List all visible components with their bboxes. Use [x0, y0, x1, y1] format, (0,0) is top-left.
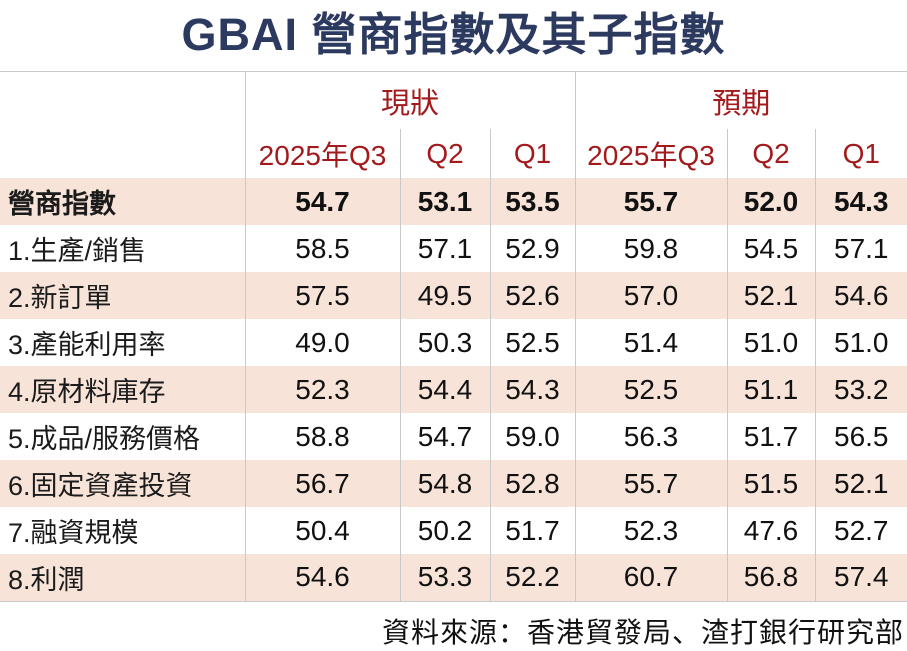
- value-cell: 56.5: [834, 420, 889, 452]
- value-cell: 47.6: [727, 507, 816, 554]
- subheader-row: 2025年Q3 Q2 Q1 2025年Q3 Q2 Q1: [0, 129, 907, 178]
- table-row: 4.原材料庫存 52.3 54.4 54.3 52.5 51.1 53.2: [0, 366, 907, 413]
- value-cell: 57.4: [815, 554, 907, 602]
- value-cell: 51.7: [727, 413, 816, 460]
- value-cell: 53.1: [400, 178, 491, 225]
- value-cell: 55.7: [575, 178, 728, 225]
- value-cell: 49.0: [245, 319, 401, 366]
- row-label: 8.利潤: [0, 554, 246, 602]
- value-cell: 51.0: [834, 326, 889, 358]
- value-cell: 54.4: [400, 366, 491, 413]
- value-cell: 50.2: [400, 507, 491, 554]
- value-cell: 52.9: [490, 225, 576, 272]
- value-cell: 52.3: [575, 507, 728, 554]
- value-cell: 60.7: [575, 554, 728, 602]
- value-cell: 54.7: [400, 413, 491, 460]
- value-cell: 52.0: [727, 178, 816, 225]
- value-cell: 56.7: [245, 460, 401, 507]
- value-cell: 51.0: [727, 319, 816, 366]
- value-cell: 52.2: [490, 554, 576, 602]
- group-header-expected: 預期: [712, 87, 771, 120]
- gbai-index-table: 現狀 預期 2025年Q3 Q2 Q1 2025年Q3 Q2 Q1 營商指數 5…: [0, 71, 907, 602]
- value-cell: 49.5: [400, 272, 491, 319]
- row-label: 7.融資規模: [0, 507, 246, 554]
- value-cell: 54.6: [245, 554, 401, 602]
- subheader-current-q1: Q1: [490, 129, 576, 178]
- table-row: 5.成品/服務價格 58.8 54.7 59.0 56.3 51.7 56.5: [0, 413, 907, 460]
- subheader-current-q2: Q2: [400, 129, 491, 178]
- value-cell: 52.1: [815, 460, 907, 507]
- row-label: 3.產能利用率: [0, 319, 246, 366]
- value-cell: 54.6: [815, 272, 907, 319]
- table-row: 8.利潤 54.6 53.3 52.2 60.7 56.8 57.4: [0, 554, 907, 602]
- value-cell: 53.5: [490, 178, 576, 225]
- table-row: 營商指數 54.7 53.1 53.5 55.7 52.0 54.3: [0, 178, 907, 225]
- table-row: 2.新訂單 57.5 49.5 52.6 57.0 52.1 54.6: [0, 272, 907, 319]
- value-cell: 51.1: [727, 366, 816, 413]
- value-cell: 54.8: [400, 460, 491, 507]
- group-header-current: 現狀: [245, 71, 576, 129]
- subheader-expected-q1: Q1: [842, 137, 880, 169]
- value-cell: 56.8: [727, 554, 816, 602]
- subheader-expected-q2: Q2: [727, 129, 816, 178]
- value-cell: 52.5: [575, 366, 728, 413]
- value-cell: 52.7: [834, 514, 889, 546]
- corner-blank-cell: [0, 71, 246, 129]
- value-cell: 57.0: [575, 272, 728, 319]
- row-label: 1.生產/銷售: [0, 225, 246, 272]
- table-row: 1.生產/銷售 58.5 57.1 52.9 59.8 54.5 57.1: [0, 225, 907, 272]
- value-cell: 55.7: [575, 460, 728, 507]
- value-cell: 57.1: [834, 232, 889, 264]
- table-row: 3.產能利用率 49.0 50.3 52.5 51.4 51.0 51.0: [0, 319, 907, 366]
- page-title: GBAI 營商指數及其子指數: [181, 9, 726, 60]
- value-cell: 53.2: [815, 366, 907, 413]
- value-cell: 53.3: [400, 554, 491, 602]
- value-cell: 51.5: [727, 460, 816, 507]
- value-cell: 50.4: [245, 507, 401, 554]
- source-note: 資料來源：香港貿發局、渣打銀行研究部: [381, 617, 904, 649]
- value-cell: 56.3: [575, 413, 728, 460]
- row-label: 5.成品/服務價格: [0, 413, 246, 460]
- value-cell: 54.7: [245, 178, 401, 225]
- value-cell: 51.4: [575, 319, 728, 366]
- table-row: 7.融資規模 50.4 50.2 51.7 52.3 47.6 52.7: [0, 507, 907, 554]
- value-cell: 54.3: [815, 178, 907, 225]
- value-cell: 54.3: [490, 366, 576, 413]
- corner-blank-cell: [0, 129, 246, 178]
- value-cell: 51.7: [490, 507, 576, 554]
- subheader-expected-q3: 2025年Q3: [575, 129, 728, 178]
- row-label: 4.原材料庫存: [0, 366, 246, 413]
- value-cell: 52.8: [490, 460, 576, 507]
- row-label: 營商指數: [0, 178, 246, 225]
- group-header-row: 現狀 預期: [0, 71, 907, 129]
- value-cell: 52.3: [245, 366, 401, 413]
- row-label: 6.固定資產投資: [0, 460, 246, 507]
- value-cell: 58.5: [245, 225, 401, 272]
- value-cell: 52.5: [490, 319, 576, 366]
- value-cell: 57.5: [245, 272, 401, 319]
- value-cell: 59.8: [575, 225, 728, 272]
- value-cell: 50.3: [400, 319, 491, 366]
- table-row: 6.固定資產投資 56.7 54.8 52.8 55.7 51.5 52.1: [0, 460, 907, 507]
- value-cell: 59.0: [490, 413, 576, 460]
- value-cell: 57.1: [400, 225, 491, 272]
- row-label: 2.新訂單: [0, 272, 246, 319]
- value-cell: 58.8: [245, 413, 401, 460]
- value-cell: 52.1: [727, 272, 816, 319]
- value-cell: 52.6: [490, 272, 576, 319]
- subheader-current-q3: 2025年Q3: [245, 129, 401, 178]
- value-cell: 54.5: [727, 225, 816, 272]
